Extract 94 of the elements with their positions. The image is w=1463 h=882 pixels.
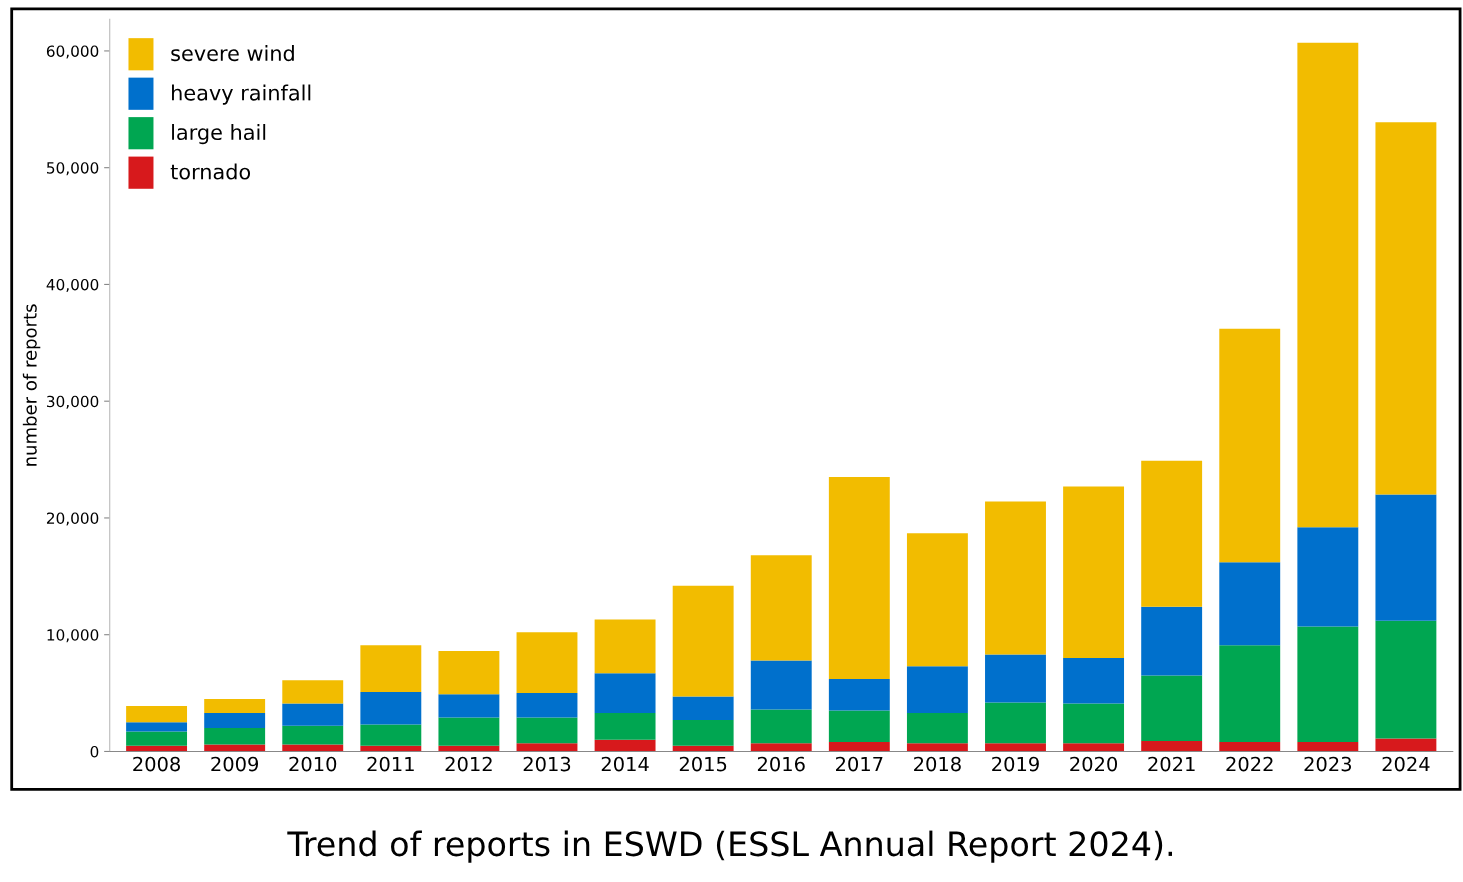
bar xyxy=(1375,494,1437,621)
x-tick-label: 2016 xyxy=(757,756,805,772)
bar xyxy=(906,666,968,713)
bar xyxy=(1063,703,1125,744)
bar xyxy=(1297,742,1359,752)
bar xyxy=(1375,620,1437,739)
bar xyxy=(828,679,890,711)
y-tick-label: 20,000 xyxy=(46,512,99,526)
bar xyxy=(594,739,656,752)
bar xyxy=(1219,562,1281,646)
x-tick-label: 2022 xyxy=(1226,756,1273,772)
y-tick-label: 60,000 xyxy=(46,45,99,59)
bar xyxy=(1219,328,1281,563)
x-tick-label: 2017 xyxy=(836,756,883,772)
bar xyxy=(204,728,266,745)
bar xyxy=(516,632,578,694)
bar xyxy=(282,680,344,704)
x-tick-label: 2021 xyxy=(1148,756,1195,772)
bar xyxy=(1141,740,1203,752)
y-axis-title: number of reports xyxy=(22,304,41,466)
bar xyxy=(750,555,812,661)
bar xyxy=(204,712,266,729)
x-tick-label: 2023 xyxy=(1304,756,1352,772)
bar xyxy=(438,651,500,695)
bar xyxy=(985,654,1046,703)
bar xyxy=(516,743,578,752)
legend-label: heavy rainfall xyxy=(172,84,311,105)
bar xyxy=(126,722,188,732)
x-tick-label: 2008 xyxy=(133,756,180,772)
bar xyxy=(1063,486,1125,659)
legend-label: large hail xyxy=(172,123,266,145)
bar xyxy=(516,717,578,744)
bar xyxy=(985,702,1046,744)
x-tick-label: 2014 xyxy=(601,756,649,772)
bar xyxy=(828,477,890,680)
legend-label: tornado xyxy=(170,163,251,180)
bar xyxy=(750,743,812,752)
y-tick-label: 10,000 xyxy=(47,629,99,643)
bar xyxy=(1141,675,1203,741)
bar xyxy=(594,619,656,674)
bar xyxy=(906,712,968,744)
y-tick-label: 50,000 xyxy=(47,162,99,176)
x-tick-label: 2013 xyxy=(523,756,571,772)
bar xyxy=(516,693,578,718)
x-tick-label: 2011 xyxy=(367,756,414,772)
x-tick-label: 2019 xyxy=(992,756,1039,772)
bar xyxy=(985,501,1046,655)
bar xyxy=(1063,658,1125,704)
bar xyxy=(1141,460,1203,607)
bar xyxy=(282,703,344,726)
x-tick-label: 2018 xyxy=(914,756,961,772)
bar xyxy=(1297,527,1359,627)
y-tick-label: 30,000 xyxy=(47,395,99,409)
x-tick-label: 2024 xyxy=(1382,756,1430,772)
bar xyxy=(1297,42,1359,528)
bar xyxy=(906,743,968,752)
bar xyxy=(828,742,890,752)
y-tick-label: 0 xyxy=(90,745,99,758)
x-tick-label: 2012 xyxy=(445,756,492,772)
bar xyxy=(594,673,656,713)
legend-label: severe wind xyxy=(171,45,294,62)
bar xyxy=(1063,743,1125,752)
bar xyxy=(672,719,734,746)
bar xyxy=(282,725,344,745)
bar xyxy=(360,645,422,692)
x-tick-label: 2009 xyxy=(211,756,259,772)
text: Trend of reports in ESWD (ESSL Annual Report 2024). xyxy=(287,830,1173,863)
bar xyxy=(1375,122,1437,495)
bar xyxy=(750,709,812,744)
bar xyxy=(1375,738,1437,752)
bar xyxy=(360,691,422,725)
bar xyxy=(204,698,266,713)
bar xyxy=(204,744,266,752)
bar xyxy=(1219,645,1281,743)
bar xyxy=(282,744,344,752)
bar xyxy=(1219,742,1281,752)
bar xyxy=(594,712,656,740)
bar xyxy=(906,533,968,667)
bar xyxy=(985,743,1046,752)
bar xyxy=(672,585,734,697)
bar xyxy=(828,710,890,743)
bar xyxy=(438,694,500,718)
bar xyxy=(126,705,188,723)
x-tick-label: 2020 xyxy=(1070,756,1118,772)
y-tick-label: 40,000 xyxy=(46,278,99,293)
bar xyxy=(1141,606,1203,676)
bar xyxy=(750,660,812,710)
bar xyxy=(438,717,500,746)
x-tick-label: 2010 xyxy=(289,756,337,772)
x-tick-label: 2015 xyxy=(679,756,727,772)
bar xyxy=(360,724,422,746)
bar xyxy=(1297,626,1359,743)
bar xyxy=(672,696,734,720)
bar xyxy=(126,731,188,746)
